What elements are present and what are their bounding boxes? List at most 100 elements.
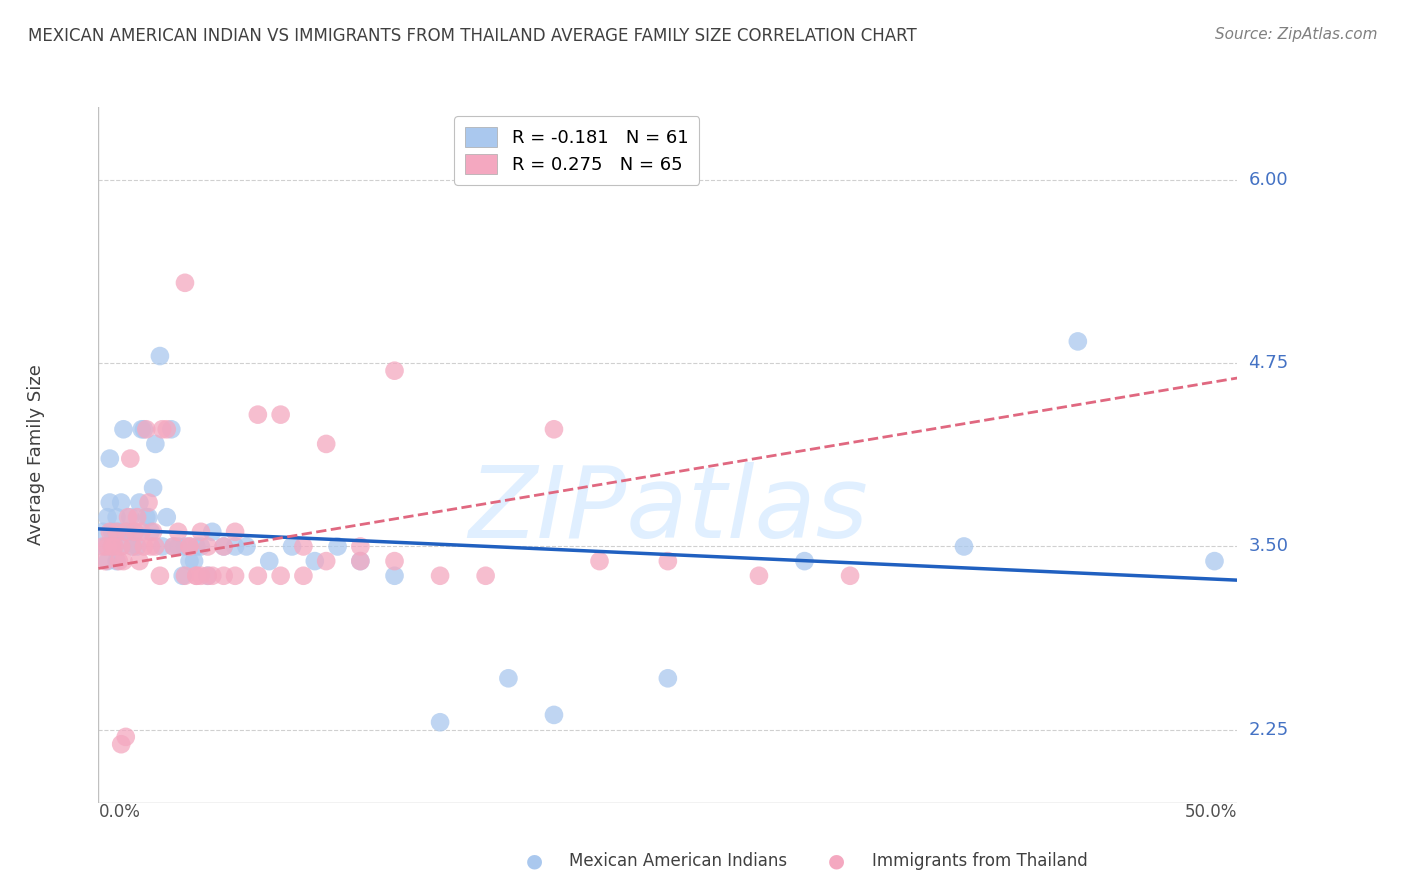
Point	[108, 524, 131, 539]
Point	[174, 276, 197, 290]
Point	[105, 554, 128, 568]
Point	[91, 540, 114, 554]
Point	[183, 554, 205, 568]
Point	[246, 408, 269, 422]
Point	[224, 524, 246, 539]
Point	[150, 540, 173, 554]
Text: ●: ●	[828, 851, 845, 871]
Point	[135, 510, 157, 524]
Point	[839, 568, 862, 582]
Point	[474, 568, 496, 582]
Point	[349, 554, 371, 568]
Text: 0.0%: 0.0%	[98, 803, 141, 821]
Point	[142, 524, 165, 539]
Point	[543, 707, 565, 722]
Point	[429, 715, 451, 730]
Point	[103, 540, 125, 554]
Point	[162, 540, 184, 554]
Point	[98, 495, 121, 509]
Point	[186, 568, 208, 582]
Point	[149, 349, 172, 363]
Point	[315, 554, 337, 568]
Point	[139, 540, 162, 554]
Point	[112, 422, 135, 436]
Point	[190, 540, 212, 554]
Text: Average Family Size: Average Family Size	[27, 365, 45, 545]
Point	[91, 524, 114, 539]
Text: 6.00: 6.00	[1249, 171, 1288, 189]
Point	[98, 524, 121, 539]
Point	[142, 481, 165, 495]
Text: 50.0%: 50.0%	[1185, 803, 1237, 821]
Point	[384, 364, 406, 378]
Point	[117, 524, 139, 539]
Point	[224, 568, 246, 582]
Point	[179, 554, 201, 568]
Point	[190, 568, 212, 582]
Point	[120, 451, 142, 466]
Point	[384, 568, 406, 582]
Point	[179, 540, 201, 554]
Point	[543, 422, 565, 436]
Text: 4.75: 4.75	[1249, 354, 1289, 372]
Point	[281, 540, 304, 554]
Point	[101, 524, 124, 539]
Point	[315, 437, 337, 451]
Point	[292, 540, 315, 554]
Point	[179, 540, 201, 554]
Point	[224, 540, 246, 554]
Point	[124, 524, 146, 539]
Point	[270, 408, 292, 422]
Point	[259, 554, 281, 568]
Point	[117, 510, 139, 524]
Point	[114, 524, 136, 539]
Text: ZIPatlas: ZIPatlas	[468, 462, 868, 559]
Point	[135, 422, 157, 436]
Point	[121, 540, 143, 554]
Text: Mexican American Indians: Mexican American Indians	[569, 852, 787, 870]
Point	[326, 540, 349, 554]
Point	[96, 540, 118, 554]
Point	[121, 540, 143, 554]
Point	[96, 510, 118, 524]
Point	[103, 540, 125, 554]
Point	[160, 422, 183, 436]
Point	[110, 540, 132, 554]
Point	[145, 540, 167, 554]
Point	[292, 568, 315, 582]
Point	[156, 422, 179, 436]
Point	[174, 540, 197, 554]
Point	[197, 540, 219, 554]
Point	[384, 554, 406, 568]
Point	[149, 568, 172, 582]
Point	[212, 568, 235, 582]
Point	[172, 568, 194, 582]
Point	[110, 540, 132, 554]
Point	[105, 510, 128, 524]
Point	[120, 510, 142, 524]
Point	[349, 554, 371, 568]
Point	[110, 737, 132, 751]
Point	[201, 568, 224, 582]
Point	[197, 568, 219, 582]
Point	[657, 554, 679, 568]
Point	[145, 437, 167, 451]
Point	[748, 568, 770, 582]
Point	[162, 540, 184, 554]
Point	[498, 671, 520, 685]
Point	[138, 510, 160, 524]
Point	[127, 540, 149, 554]
Point	[110, 495, 132, 509]
Point	[793, 554, 815, 568]
Point	[186, 568, 208, 582]
Point	[108, 554, 131, 568]
Point	[429, 568, 451, 582]
Point	[1204, 554, 1226, 568]
Point	[94, 540, 117, 554]
Point	[101, 540, 124, 554]
Point	[128, 554, 150, 568]
Point	[114, 730, 136, 744]
Point	[167, 540, 190, 554]
Text: ●: ●	[526, 851, 543, 871]
Point	[131, 524, 153, 539]
